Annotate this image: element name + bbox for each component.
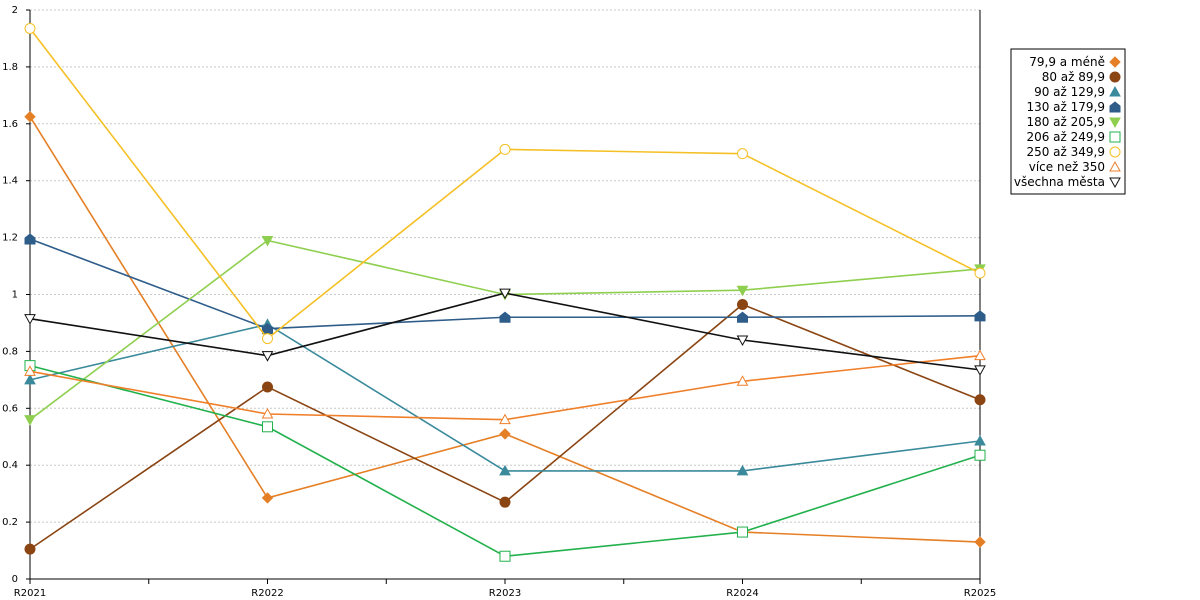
series-line xyxy=(29,364,981,558)
grid-lines xyxy=(30,9,980,523)
data-point xyxy=(736,285,749,297)
data-point xyxy=(24,233,36,245)
x-tick-label: R2021 xyxy=(14,588,46,599)
series-line xyxy=(29,354,981,421)
series-line xyxy=(29,292,981,371)
x-tick-label: R2023 xyxy=(489,588,521,599)
y-tick-label: 0.2 xyxy=(2,517,18,528)
data-point xyxy=(24,373,36,385)
y-tick-label: 1.2 xyxy=(2,233,18,244)
data-point xyxy=(261,351,274,362)
data-point xyxy=(499,496,511,508)
legend-label: 130 až 179,9 xyxy=(1026,100,1105,114)
data-point xyxy=(974,449,986,461)
data-point xyxy=(499,464,511,476)
series-3 xyxy=(24,233,986,335)
legend-label: 80 až 89,9 xyxy=(1042,70,1105,84)
data-point xyxy=(499,143,511,155)
legend-marker xyxy=(1109,131,1121,143)
series-2 xyxy=(24,318,986,476)
data-point xyxy=(499,311,511,323)
data-point xyxy=(24,22,36,34)
data-point xyxy=(262,421,273,433)
legend-label: 180 až 205,9 xyxy=(1026,115,1105,129)
data-point xyxy=(974,267,986,279)
x-tick-label: R2022 xyxy=(251,588,283,599)
series-8 xyxy=(24,288,986,376)
data-point xyxy=(737,148,748,160)
legend-label: 250 až 349,9 xyxy=(1026,145,1105,159)
data-point xyxy=(24,415,36,426)
data-point xyxy=(974,536,986,548)
data-point xyxy=(262,381,273,393)
series-1 xyxy=(24,298,986,555)
series-line xyxy=(29,116,981,543)
series-5 xyxy=(24,360,986,562)
x-tick-label: R2025 xyxy=(964,588,996,599)
x-axis-ticks: R2021 R2022 R2023 R2024 R2025 xyxy=(14,579,996,599)
series-group xyxy=(24,22,986,562)
data-point xyxy=(24,110,36,123)
data-point xyxy=(737,311,748,323)
legend-label: 90 až 129,9 xyxy=(1034,85,1105,99)
y-tick-label: 0.6 xyxy=(2,403,18,414)
data-point xyxy=(499,428,511,440)
y-tick-label: 0 xyxy=(12,574,18,585)
series-6 xyxy=(24,22,986,345)
data-point xyxy=(737,298,748,310)
y-tick-label: 1.8 xyxy=(2,62,18,73)
x-tick-label: R2024 xyxy=(726,588,758,599)
data-point xyxy=(974,310,986,322)
legend-marker xyxy=(1109,160,1121,172)
legend-marker xyxy=(1109,177,1121,189)
data-point xyxy=(737,526,748,538)
legend-marker xyxy=(1109,101,1121,113)
data-point xyxy=(24,314,36,325)
legend-marker xyxy=(1109,146,1121,158)
data-point xyxy=(736,375,749,386)
series-7 xyxy=(24,349,986,425)
data-point xyxy=(974,349,986,361)
data-point xyxy=(499,550,511,562)
y-tick-label: 1.4 xyxy=(2,176,18,187)
data-point xyxy=(261,407,274,419)
y-tick-label: 1 xyxy=(12,290,18,301)
data-point xyxy=(24,543,36,555)
y-tick-label: 2 xyxy=(12,5,18,16)
data-point xyxy=(736,464,749,476)
legend-marker xyxy=(1109,71,1121,83)
data-point xyxy=(261,235,274,247)
series-0 xyxy=(24,110,986,548)
legend-marker xyxy=(1109,117,1121,129)
legend-marker xyxy=(1109,56,1121,68)
legend-box xyxy=(1010,48,1126,195)
data-point xyxy=(24,365,36,376)
data-point xyxy=(262,333,273,345)
data-point xyxy=(261,492,274,504)
data-point xyxy=(499,288,511,300)
y-tick-label: 1.6 xyxy=(2,119,18,130)
legend-marker xyxy=(1109,85,1121,97)
y-tick-label: 0.4 xyxy=(2,460,18,471)
data-point xyxy=(974,394,986,406)
y-tick-label: 0.8 xyxy=(2,346,18,357)
data-point xyxy=(736,335,749,347)
data-point xyxy=(974,365,986,376)
y-axis-ticks: 0 0.2 0.4 0.6 0.8 1 1.2 1.4 1.6 1.8 2 xyxy=(2,5,30,585)
legend-label: všechna města xyxy=(1014,175,1105,189)
legend-label: 206 až 249,9 xyxy=(1026,130,1105,144)
legend-label: více než 350 xyxy=(1029,160,1105,174)
legend-label: 79,9 a méně xyxy=(1029,55,1105,69)
series-line xyxy=(29,239,981,421)
data-point xyxy=(499,413,511,425)
data-point xyxy=(974,434,986,446)
